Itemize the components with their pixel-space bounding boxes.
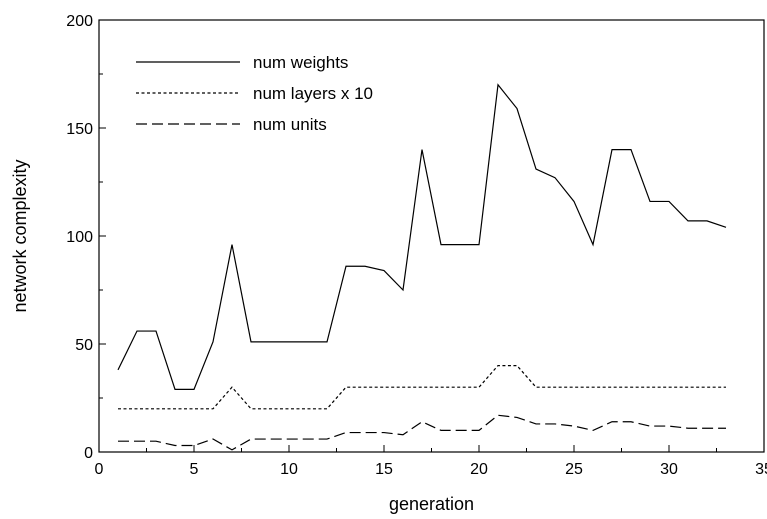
x-axis-ticks: 0 5 10 15 20 25 30 35 <box>95 445 767 478</box>
y-tick-label: 50 <box>75 337 93 354</box>
y-tick-label: 100 <box>66 229 93 246</box>
y-tick-label: 200 <box>66 13 93 30</box>
series-line-num-units <box>118 414 726 451</box>
x-tick-label: 10 <box>280 461 298 478</box>
series-line-num-weights <box>117 83 727 390</box>
x-axis-label: generation <box>389 494 474 514</box>
y-axis-ticks: 0 50 100 150 200 <box>66 13 106 462</box>
legend: num weights num layers x 10 num units <box>136 53 373 134</box>
x-tick-label: 25 <box>565 461 583 478</box>
x-tick-label: 0 <box>95 461 104 478</box>
series-line-num-layers-x-10 <box>118 365 726 410</box>
x-tick-label: 30 <box>660 461 678 478</box>
x-tick-label: 15 <box>375 461 393 478</box>
series-lines <box>117 83 727 451</box>
x-tick-label: 5 <box>190 461 199 478</box>
y-tick-label: 0 <box>84 445 93 462</box>
legend-label: num weights <box>253 53 348 72</box>
x-tick-label: 35 <box>755 461 767 478</box>
y-axis-label: network complexity <box>10 159 30 312</box>
y-tick-label: 150 <box>66 121 93 138</box>
legend-label: num units <box>253 115 327 134</box>
x-tick-label: 20 <box>470 461 488 478</box>
legend-label: num layers x 10 <box>253 84 373 103</box>
